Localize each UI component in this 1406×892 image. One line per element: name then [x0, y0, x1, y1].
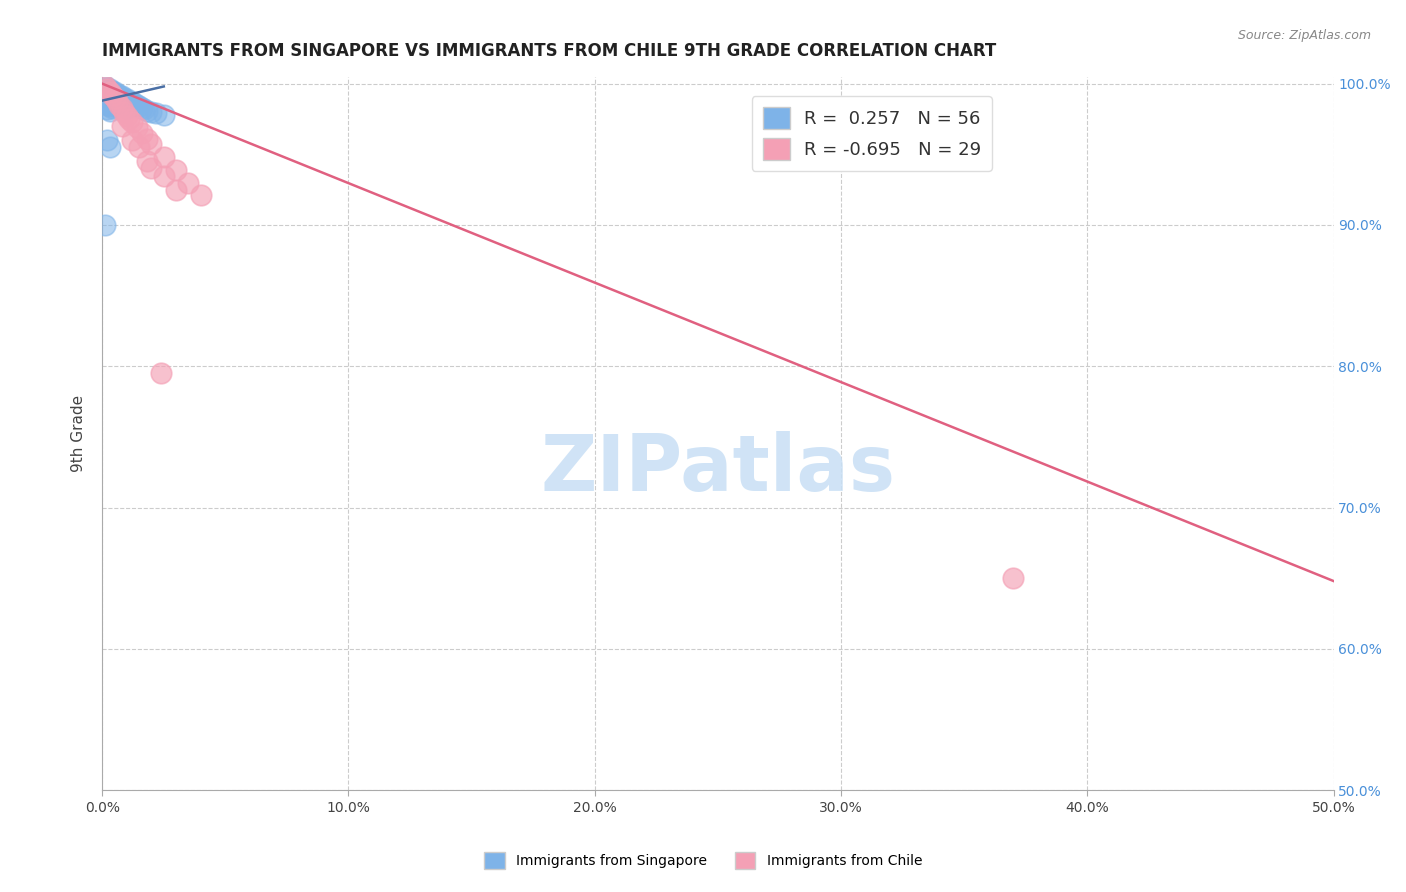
Point — [141, 161, 163, 176]
Text: Source: ZipAtlas.com: Source: ZipAtlas.com — [1237, 29, 1371, 42]
Point — [112, 99, 135, 113]
Point — [112, 104, 135, 119]
Point — [103, 91, 125, 105]
Legend: Immigrants from Singapore, Immigrants from Chile: Immigrants from Singapore, Immigrants fr… — [478, 847, 928, 874]
Point — [103, 98, 125, 112]
Point — [98, 140, 121, 154]
Point — [96, 94, 118, 108]
Point — [105, 94, 128, 108]
Point — [96, 82, 118, 96]
Point — [101, 84, 124, 98]
Point — [165, 162, 187, 177]
Point — [98, 82, 121, 96]
Point — [111, 94, 134, 108]
Point — [118, 98, 141, 112]
Point — [115, 109, 138, 123]
Point — [96, 102, 118, 116]
Point — [121, 133, 143, 147]
Point — [105, 95, 128, 109]
Point — [96, 98, 118, 112]
Point — [101, 92, 124, 106]
Point — [165, 183, 187, 197]
Y-axis label: 9th Grade: 9th Grade — [72, 395, 86, 472]
Point — [115, 101, 138, 115]
Point — [111, 101, 134, 115]
Point — [101, 101, 124, 115]
Point — [125, 120, 148, 135]
Point — [112, 95, 135, 109]
Point — [141, 137, 163, 152]
Point — [98, 87, 121, 101]
Point — [125, 98, 148, 112]
Point — [101, 87, 124, 102]
Point — [108, 96, 131, 111]
Point — [93, 218, 115, 232]
Point — [122, 96, 145, 111]
Point — [108, 98, 131, 112]
Point — [135, 132, 157, 146]
Point — [152, 108, 174, 122]
Point — [121, 99, 143, 113]
Text: ZIPatlas: ZIPatlas — [540, 431, 896, 507]
Point — [128, 140, 150, 154]
Point — [93, 79, 115, 94]
Point — [103, 89, 125, 103]
Point — [105, 91, 128, 105]
Point — [98, 95, 121, 109]
Point — [132, 102, 155, 116]
Point — [131, 101, 153, 115]
Point — [111, 119, 134, 133]
Point — [141, 104, 163, 119]
Point — [101, 96, 124, 111]
Point — [115, 96, 138, 111]
Point — [190, 188, 212, 202]
Point — [135, 154, 157, 169]
Point — [98, 103, 121, 118]
Point — [111, 89, 134, 103]
Point — [152, 169, 174, 183]
Point — [98, 85, 121, 99]
Point — [93, 87, 115, 102]
Point — [98, 99, 121, 113]
Point — [103, 94, 125, 108]
Point — [128, 99, 150, 113]
Point — [177, 176, 200, 190]
Point — [121, 115, 143, 129]
Point — [96, 85, 118, 99]
Point — [145, 106, 167, 120]
Point — [103, 85, 125, 99]
Point — [108, 87, 131, 102]
Point — [93, 84, 115, 98]
Point — [118, 112, 141, 126]
Point — [93, 79, 115, 94]
Point — [105, 99, 128, 113]
Point — [96, 133, 118, 147]
Point — [96, 81, 118, 95]
Point — [101, 87, 124, 102]
Text: IMMIGRANTS FROM SINGAPORE VS IMMIGRANTS FROM CHILE 9TH GRADE CORRELATION CHART: IMMIGRANTS FROM SINGAPORE VS IMMIGRANTS … — [103, 42, 997, 60]
Point — [108, 92, 131, 106]
Point — [115, 92, 138, 106]
Point — [1002, 571, 1025, 585]
Legend: R =  0.257   N = 56, R = -0.695   N = 29: R = 0.257 N = 56, R = -0.695 N = 29 — [752, 96, 993, 171]
Point — [105, 87, 128, 101]
Point — [135, 103, 157, 118]
Point — [152, 150, 174, 164]
Point — [121, 95, 143, 109]
Point — [96, 89, 118, 103]
Point — [112, 91, 135, 105]
Point — [111, 98, 134, 112]
Point — [131, 126, 153, 140]
Point — [150, 367, 173, 381]
Point — [118, 94, 141, 108]
Point — [98, 91, 121, 105]
